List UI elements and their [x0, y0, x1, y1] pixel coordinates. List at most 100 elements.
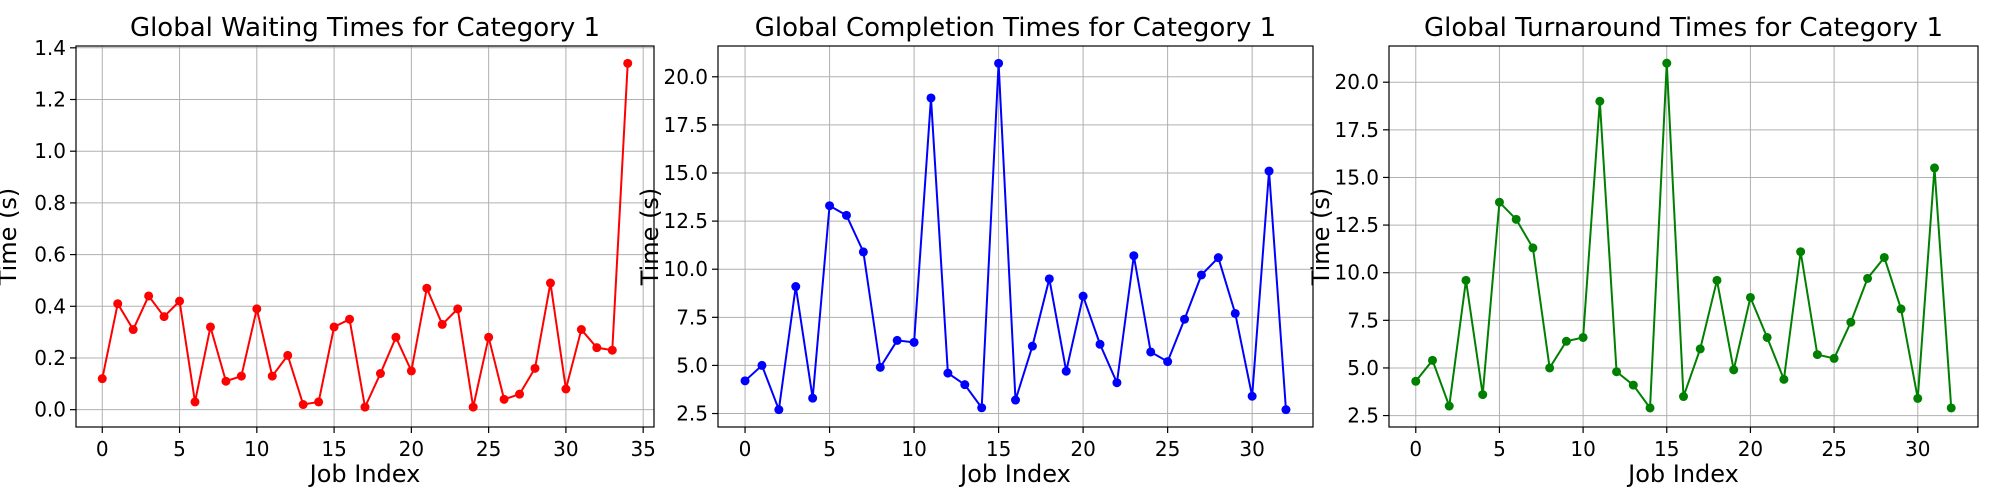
y-tick-label: 0.4	[34, 294, 66, 318]
data-point	[1112, 378, 1122, 388]
x-tick-label: 15	[321, 437, 346, 461]
data-point	[128, 325, 138, 335]
data-point	[1729, 365, 1739, 375]
x-tick-label: 5	[823, 437, 836, 461]
data-point	[1695, 344, 1705, 354]
data-point	[1595, 96, 1605, 106]
x-tick-label: 15	[1654, 437, 1679, 461]
data-point	[1812, 350, 1822, 360]
data-point	[1628, 380, 1638, 390]
data-point	[314, 397, 324, 407]
x-tick-label: 10	[901, 437, 926, 461]
data-point	[1846, 317, 1856, 327]
data-point	[159, 312, 169, 322]
data-point	[1762, 332, 1772, 342]
x-tick-label: 20	[399, 437, 424, 461]
data-point	[375, 368, 385, 378]
y-tick-label: 10.0	[1334, 261, 1379, 285]
data-point	[175, 296, 185, 306]
data-point	[545, 278, 555, 288]
data-point	[484, 332, 494, 342]
data-point	[1044, 274, 1054, 284]
data-point	[740, 376, 750, 386]
data-point	[825, 201, 835, 211]
y-tick-label: 0.8	[34, 191, 66, 215]
data-point	[791, 282, 801, 292]
series-line	[101, 63, 629, 411]
data-point	[329, 322, 339, 332]
x-tick-label: 25	[1821, 437, 1846, 461]
x-tick-label: 35	[630, 437, 655, 461]
data-point	[1428, 355, 1438, 365]
x-tick-label: 0	[96, 437, 109, 461]
data-point	[1896, 304, 1906, 314]
y-tick-label: 2.5	[676, 402, 708, 426]
data-point	[205, 322, 215, 332]
data-point	[808, 393, 818, 403]
y-tick-label: 12.5	[663, 209, 708, 233]
chart-title: Global Turnaround Times for Category 1	[1424, 13, 1943, 43]
data-point	[1146, 347, 1156, 357]
data-point	[530, 363, 540, 373]
x-tick-label: 15	[986, 437, 1011, 461]
y-tick-label: 0.2	[34, 346, 66, 370]
data-point	[1027, 341, 1037, 351]
data-point	[1129, 251, 1139, 261]
axes-frame	[1388, 45, 1979, 428]
y-tick-label: 10.0	[663, 257, 708, 281]
data-point	[468, 402, 478, 412]
data-point	[1494, 197, 1504, 207]
data-point	[1913, 393, 1923, 403]
data-point	[841, 210, 851, 220]
data-point	[1561, 336, 1571, 346]
data-point	[1411, 376, 1421, 386]
data-point	[298, 400, 308, 410]
data-point	[1011, 395, 1020, 405]
data-point	[1478, 390, 1488, 400]
x-tick-label: 25	[1155, 437, 1180, 461]
x-tick-label: 20	[1738, 437, 1763, 461]
x-tick-label: 10	[1570, 437, 1595, 461]
data-point	[515, 389, 525, 399]
data-point	[1829, 353, 1839, 363]
y-tick-label: 0.6	[34, 243, 66, 267]
data-point	[236, 371, 246, 381]
data-point	[453, 304, 463, 314]
data-point	[858, 247, 868, 257]
data-point	[499, 394, 509, 404]
data-point	[561, 384, 571, 394]
x-axis-label: Job Index	[958, 460, 1071, 488]
data-point	[1545, 363, 1555, 373]
data-point	[592, 343, 602, 353]
data-point	[1230, 308, 1240, 318]
data-point	[926, 93, 936, 103]
data-point	[1712, 275, 1722, 285]
data-point	[943, 368, 953, 378]
chart-title: Global Waiting Times for Category 1	[130, 13, 600, 43]
x-tick-label: 5	[173, 437, 186, 461]
data-point	[1061, 366, 1071, 376]
data-point	[774, 405, 784, 415]
y-tick-label: 15.0	[1334, 165, 1379, 189]
data-point	[909, 337, 919, 347]
data-point	[892, 335, 902, 345]
chart-panel-1: 0 5 10 15 20 25 30 35 0.0 0.2 0.4 0.6 0.8 1.0 1.2 1.4 Gl…	[0, 13, 656, 488]
data-point	[1180, 314, 1190, 324]
data-point	[1078, 291, 1088, 301]
data-point	[1578, 332, 1588, 342]
data-point	[1679, 392, 1688, 402]
data-point	[623, 58, 633, 68]
axes-frame	[717, 45, 1314, 428]
x-tick-label: 25	[476, 437, 501, 461]
data-point	[360, 402, 370, 412]
data-point	[757, 360, 767, 370]
data-point	[1461, 275, 1471, 285]
data-point	[607, 345, 617, 355]
data-point	[345, 314, 355, 324]
data-point	[1196, 270, 1206, 280]
data-point	[875, 362, 885, 372]
data-point	[97, 374, 107, 384]
y-tick-label: 1.0	[34, 139, 66, 163]
data-point	[144, 291, 154, 301]
